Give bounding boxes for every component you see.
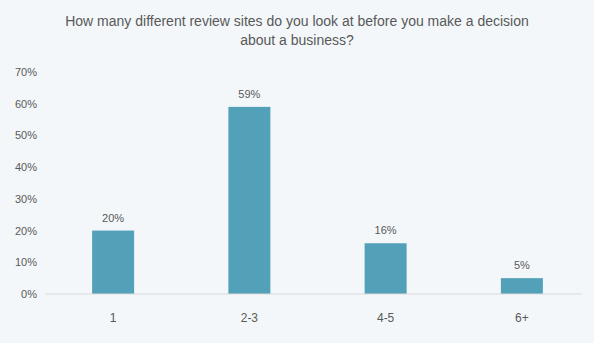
x-tick-label: 6+ bbox=[515, 311, 529, 325]
title-line: about a business? bbox=[240, 32, 354, 48]
bars bbox=[92, 107, 543, 294]
bar bbox=[365, 243, 407, 294]
y-tick-label: 30% bbox=[15, 193, 37, 205]
x-tick-label: 1 bbox=[110, 311, 117, 325]
title: How many different review sites do you l… bbox=[65, 13, 529, 48]
y-tick-label: 0% bbox=[21, 288, 37, 300]
bar bbox=[228, 107, 270, 294]
data-label: 20% bbox=[102, 212, 124, 224]
data-label: 59% bbox=[238, 88, 260, 100]
background bbox=[0, 0, 594, 343]
bar bbox=[92, 231, 134, 294]
y-tick-label: 10% bbox=[15, 256, 37, 268]
y-tick-label: 60% bbox=[15, 98, 37, 110]
x-axis-line bbox=[45, 294, 582, 295]
chart: How many different review sites do you l… bbox=[0, 0, 594, 343]
x-tick-label: 4-5 bbox=[377, 311, 395, 325]
y-tick-label: 70% bbox=[15, 66, 37, 78]
title-line: How many different review sites do you l… bbox=[65, 13, 529, 29]
data-label: 16% bbox=[375, 224, 397, 236]
y-tick-label: 50% bbox=[15, 129, 37, 141]
data-label: 5% bbox=[514, 259, 530, 271]
x-tick-label: 2-3 bbox=[241, 311, 259, 325]
y-tick-label: 20% bbox=[15, 225, 37, 237]
bar bbox=[501, 278, 543, 294]
y-tick-label: 40% bbox=[15, 161, 37, 173]
